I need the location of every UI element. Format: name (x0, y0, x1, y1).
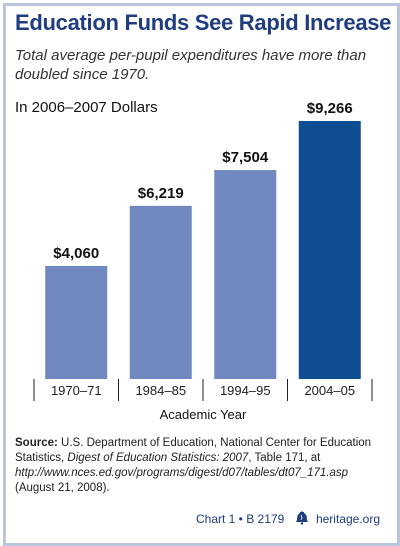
source-date: (August 21, 2008). (15, 482, 110, 494)
value-label: $6,219 (138, 185, 184, 202)
bar-1970–71 (45, 265, 108, 379)
chart-subtitle: Total average per-pupil expenditures hav… (15, 47, 367, 83)
x-tick-label: 2004–05 (304, 383, 355, 398)
chart-reference: Chart 1 • B 2179 (196, 512, 285, 526)
bar-chart: $4,060 1970–71 $6,219 1984–85 $7,504 1994–95 $… (33, 100, 373, 422)
source-publication: Digest of Education Statistics: 2007 (67, 452, 249, 464)
x-axis-label: Academic Year (160, 407, 247, 422)
source-text-1: U.S. Department of Education, National C… (15, 437, 372, 464)
x-tick-label: 1994–95 (220, 383, 271, 398)
unit-label: In 2006–2007 Dollars (15, 99, 158, 116)
x-tick-label: 1984–85 (135, 383, 186, 398)
source-label: Source: (15, 437, 58, 449)
value-label: $9,266 (307, 100, 353, 117)
value-label: $4,060 (53, 245, 99, 262)
footer: Chart 1 • B 2179 heritage.org (196, 511, 380, 528)
liberty-bell-icon (294, 511, 310, 528)
bar-1984–85 (129, 205, 192, 379)
source-note: Source: U.S. Department of Education, Na… (15, 436, 387, 496)
bar-1994–95 (214, 170, 277, 379)
chart-title: Education Funds See Rapid Increase (15, 10, 392, 35)
bar-2004–05 (298, 121, 361, 379)
source-url: http://www.nces.ed.gov/programs/digest/d… (15, 467, 349, 479)
site-name: heritage.org (315, 512, 380, 526)
value-label: $7,504 (222, 149, 269, 166)
x-tick-label: 1970–71 (51, 383, 102, 398)
source-text-2: , Table 171, at (248, 452, 321, 464)
